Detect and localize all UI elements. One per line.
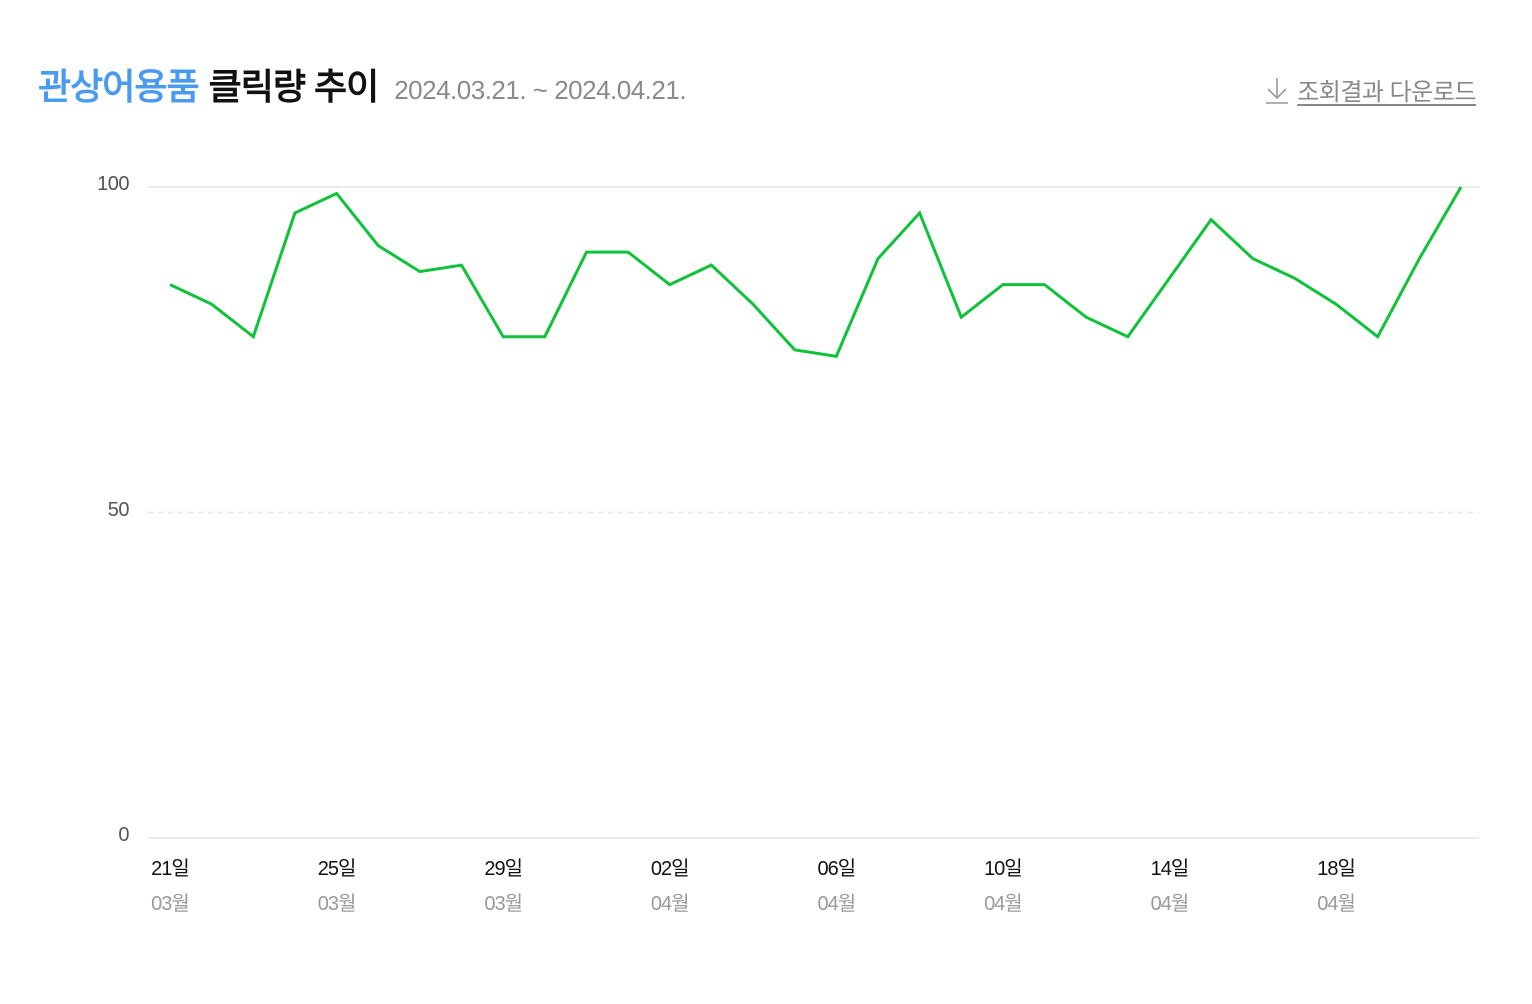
- x-tick-day: 02일: [650, 858, 690, 880]
- title-text: 클릭량 추이: [208, 66, 380, 107]
- series-line[interactable]: [169, 186, 1463, 358]
- x-tick-label: 29일 03월: [463, 852, 543, 916]
- x-tick-day: 18일: [1317, 858, 1356, 880]
- x-tick-label: 21일 03월: [130, 852, 210, 916]
- x-tick-day: 21일: [151, 858, 190, 880]
- x-tick-month: 03월: [151, 893, 190, 915]
- x-tick-month: 04월: [817, 893, 856, 915]
- x-tick-day: 06일: [817, 858, 856, 880]
- x-tick-month: 04월: [984, 893, 1023, 915]
- x-tick-label: 02일 04월: [630, 852, 710, 916]
- x-tick-day: 29일: [484, 858, 523, 880]
- x-tick-month: 04월: [1317, 893, 1356, 915]
- x-tick-label: 14일 04월: [1129, 852, 1209, 916]
- x-tick-day: 25일: [317, 858, 357, 880]
- y-tick-label: 50: [107, 498, 130, 521]
- x-tick-day: 10일: [984, 858, 1023, 880]
- y-tick-label: 0: [118, 824, 129, 846]
- date-range: 2024.03.21. ~ 2024.04.21.: [394, 75, 687, 105]
- download-label: 조회결과 다운로드: [1297, 79, 1476, 106]
- x-tick-label: 25일 03월: [297, 852, 377, 916]
- x-tick-label: 06일 04월: [796, 852, 876, 916]
- x-tick-month: 03월: [484, 893, 523, 915]
- chart-header: 관상어용품 클릭량 추이 2024.03.21. ~ 2024.04.21.: [38, 58, 687, 108]
- x-tick-label: 10일 04월: [963, 852, 1043, 916]
- arrow-down-icon: [1266, 77, 1289, 104]
- y-tick-label: 100: [97, 173, 129, 195]
- x-tick-month: 04월: [1150, 893, 1190, 915]
- x-tick-month: 03월: [317, 893, 357, 915]
- x-tick-label: 18일 04월: [1296, 852, 1376, 916]
- title-keyword: 관상어용품: [38, 66, 200, 107]
- x-tick-month: 04월: [650, 893, 690, 915]
- x-tick-day: 14일: [1150, 858, 1190, 880]
- download-results-button[interactable]: 조회결과 다운로드: [1265, 72, 1476, 107]
